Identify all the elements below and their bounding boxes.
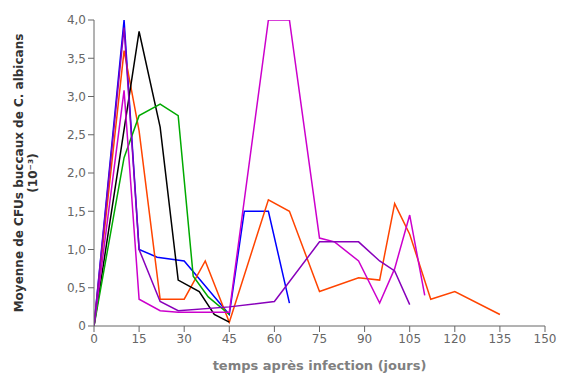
- svg-text:150: 150: [534, 332, 557, 346]
- svg-text:temps après infection (jours): temps après infection (jours): [213, 358, 427, 373]
- svg-text:75: 75: [312, 332, 327, 346]
- svg-text:135: 135: [488, 332, 511, 346]
- svg-text:Moyenne de CFUs buccaux de C.: Moyenne de CFUs buccaux de C. albicans(1…: [12, 34, 40, 313]
- svg-text:0: 0: [90, 332, 98, 346]
- svg-text:120: 120: [443, 332, 466, 346]
- svg-text:2,0: 2,0: [67, 166, 86, 180]
- svg-text:45: 45: [222, 332, 237, 346]
- svg-text:30: 30: [177, 332, 192, 346]
- svg-text:15: 15: [131, 332, 146, 346]
- svg-text:4,0: 4,0: [67, 13, 86, 27]
- svg-text:0,5: 0,5: [67, 281, 86, 295]
- svg-text:0: 0: [78, 319, 86, 333]
- svg-text:1,0: 1,0: [67, 243, 86, 257]
- svg-text:1,5: 1,5: [67, 205, 86, 219]
- svg-text:105: 105: [398, 332, 421, 346]
- svg-text:60: 60: [267, 332, 282, 346]
- svg-text:2,5: 2,5: [67, 128, 86, 142]
- svg-text:90: 90: [357, 332, 372, 346]
- svg-text:3,0: 3,0: [67, 90, 86, 104]
- svg-text:3,5: 3,5: [67, 52, 86, 66]
